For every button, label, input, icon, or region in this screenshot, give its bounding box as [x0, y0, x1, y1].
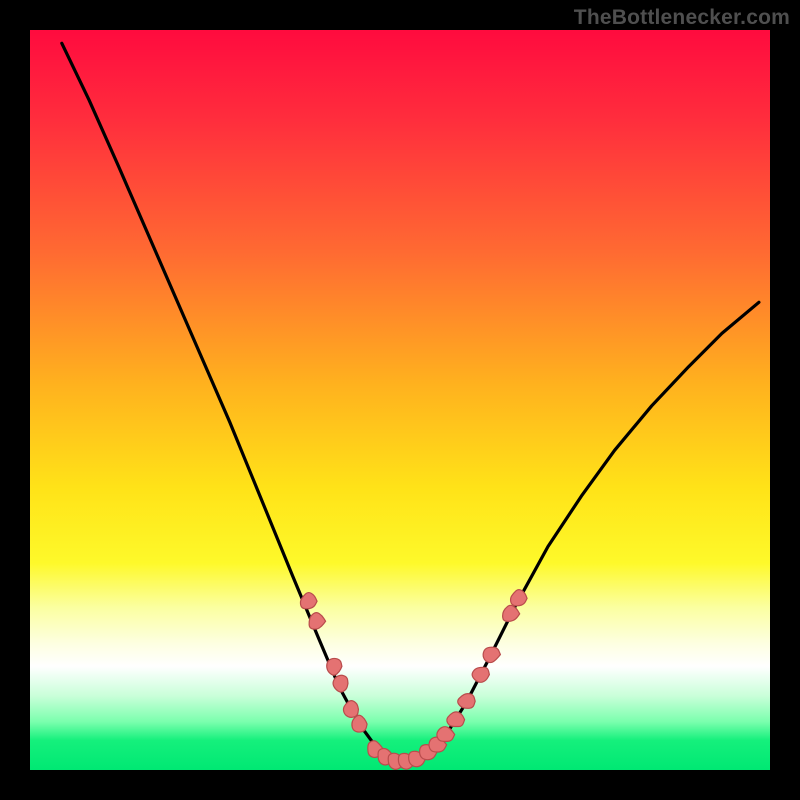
marker-left [333, 675, 348, 692]
watermark-text: TheBottlenecker.com [574, 6, 790, 30]
